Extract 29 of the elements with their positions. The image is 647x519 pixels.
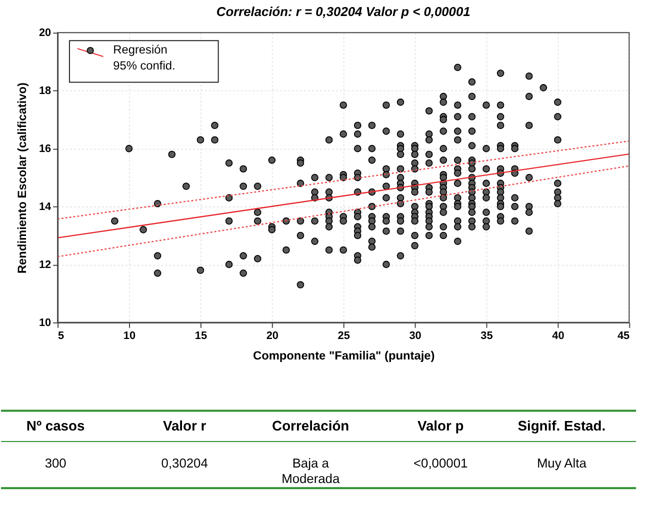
y-tick-label: 12 [38, 258, 52, 271]
text: Correlación [272, 418, 350, 434]
y-tick-label: 20 [38, 27, 52, 40]
legend-label: Regresión 95% confid. [113, 42, 176, 72]
y-tick-label: 16 [38, 143, 52, 156]
y-tick-label: 14 [38, 200, 52, 213]
x-tick-label: 20 [266, 330, 278, 342]
text: Signif. Estad. [518, 418, 606, 434]
text: Valor p [417, 418, 464, 434]
text: Baja a Moderada [282, 455, 340, 486]
text: Valor r [162, 418, 207, 434]
x-tick-label: 10 [123, 330, 136, 342]
x-tick-label: 30 [409, 330, 422, 342]
x-tick-label: 5 [58, 330, 64, 342]
text: 300 [44, 455, 66, 470]
text: 0,30204 [161, 455, 208, 470]
y-tick-label: 18 [38, 85, 52, 98]
x-tick-label: 45 [617, 330, 630, 342]
y-axis-title: Rendimiento Escolar (calificativo) [15, 82, 30, 274]
text: <0,00001 [414, 455, 468, 470]
chart-title: Correlación: r = 0,30204 Valor p < 0,00001 [216, 4, 470, 19]
x-tick-label: 15 [194, 330, 208, 342]
x-tick-label: 40 [552, 330, 564, 342]
text: Muy Alta [536, 455, 588, 470]
x-tick-label: 35 [480, 330, 493, 342]
y-tick-label: 10 [38, 316, 52, 329]
x-tick-label: 25 [338, 330, 350, 342]
x-axis-title: Componente "Familia" (puntaje) [252, 348, 435, 363]
text: Nº casos [26, 418, 85, 434]
